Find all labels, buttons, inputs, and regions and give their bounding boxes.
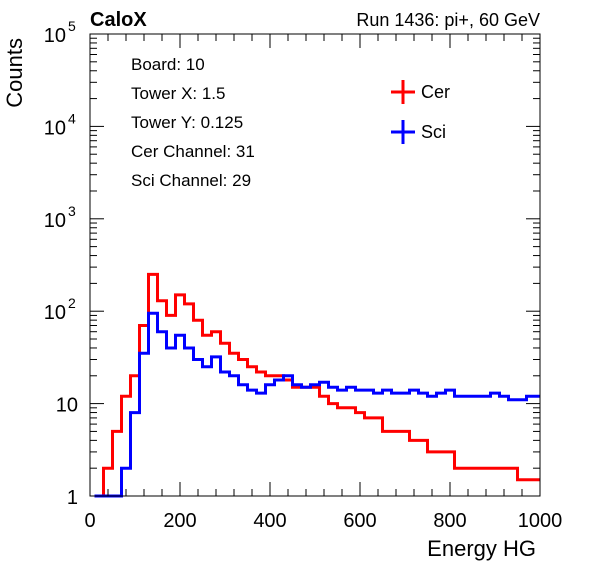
y-tick-label: 10 bbox=[44, 302, 66, 324]
experiment-label: CaloX bbox=[90, 9, 147, 31]
info-board: Board: 10 bbox=[131, 55, 205, 74]
y-tick-label: 10 bbox=[44, 25, 66, 47]
info-sci-channel: Sci Channel: 29 bbox=[131, 171, 251, 190]
plot-frame bbox=[89, 33, 541, 497]
y-tick-label: 10 bbox=[44, 117, 66, 139]
x-tick-label: 1000 bbox=[518, 510, 563, 532]
x-tick-label: 200 bbox=[163, 510, 196, 532]
series-line-sci bbox=[94, 311, 540, 498]
info-box: Board: 10 Tower X: 1.5 Tower Y: 0.125 Ce… bbox=[131, 55, 255, 190]
info-tower-x: Tower X: 1.5 bbox=[131, 84, 226, 103]
run-label: Run 1436: pi+, 60 GeV bbox=[356, 10, 540, 30]
legend-marker-sci bbox=[391, 120, 415, 144]
x-axis-label: Energy HG bbox=[427, 536, 536, 561]
legend-label-sci: Sci bbox=[421, 122, 446, 142]
y-tick-label: 1 bbox=[67, 487, 78, 509]
y-tick-exponent: 2 bbox=[68, 295, 76, 311]
legend-label-cer: Cer bbox=[421, 82, 450, 102]
series-layer bbox=[94, 272, 540, 498]
y-axis-label: Counts bbox=[2, 38, 27, 108]
x-tick-label: 400 bbox=[253, 510, 286, 532]
y-tick-label: 10 bbox=[56, 395, 78, 417]
x-tick-label: 600 bbox=[343, 510, 376, 532]
info-tower-y: Tower Y: 0.125 bbox=[131, 113, 243, 132]
y-tick-exponent: 5 bbox=[68, 18, 76, 34]
legend-marker-cer bbox=[391, 80, 415, 104]
y-tick-exponent: 3 bbox=[68, 203, 76, 219]
y-tick-label: 10 bbox=[44, 210, 66, 232]
y-tick-exponent: 4 bbox=[68, 110, 76, 126]
x-axis: 0 200 400 600 800 1000 bbox=[84, 34, 562, 532]
info-cer-channel: Cer Channel: 31 bbox=[131, 142, 255, 161]
x-tick-label: 0 bbox=[84, 510, 95, 532]
x-tick-label: 800 bbox=[433, 510, 466, 532]
legend: Cer Sci bbox=[391, 80, 450, 144]
